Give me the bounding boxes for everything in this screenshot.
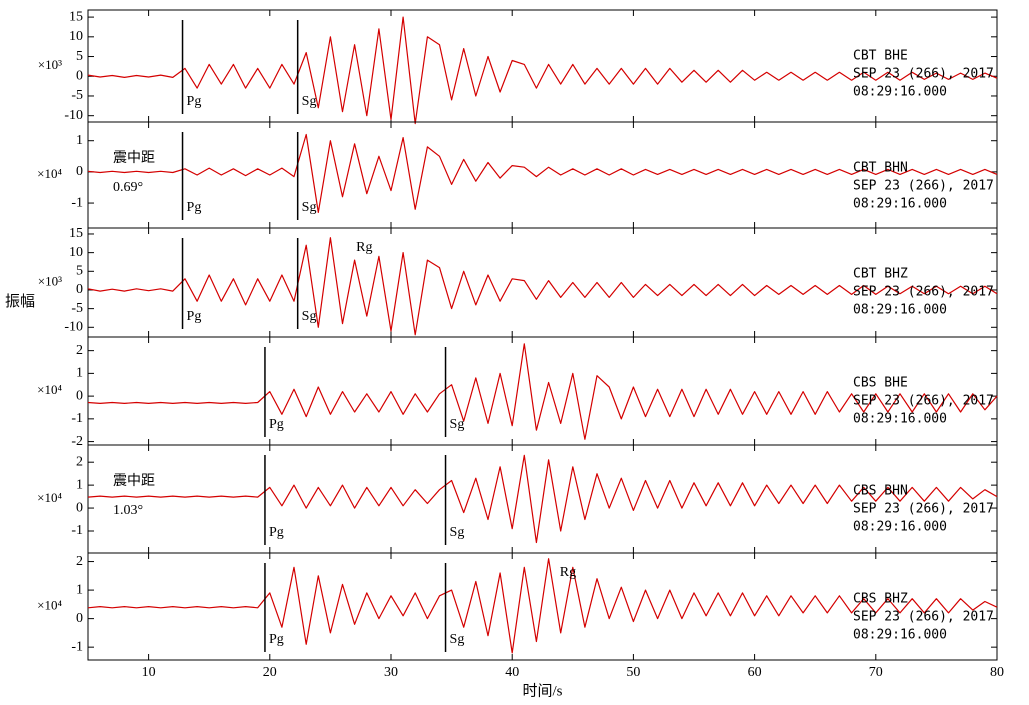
x-axis-label: 时间/s (522, 682, 562, 699)
phase-label: Sg (302, 309, 317, 324)
unit-label: ×10⁴ (37, 597, 62, 612)
station-date: SEP 23 (266), 2017 (853, 179, 994, 194)
y-tick-label: -10 (64, 108, 83, 123)
station-time: 08:29:16.000 (853, 412, 947, 427)
y-tick-label: 0 (76, 282, 83, 297)
phase-label: Pg (187, 200, 202, 215)
x-tick-label: 80 (990, 665, 1004, 680)
y-tick-label: 1 (76, 366, 83, 381)
y-tick-label: -1 (71, 195, 83, 210)
waveform (87, 237, 998, 336)
y-tick-label: 0 (76, 500, 83, 515)
unit-label: ×10⁴ (37, 166, 62, 181)
panel-frame (87, 552, 998, 661)
station-name: CBS BHE (853, 376, 908, 391)
station-date: SEP 23 (266), 2017 (853, 67, 994, 82)
y-tick-label: -5 (71, 301, 83, 316)
station-time: 08:29:16.000 (853, 520, 947, 535)
phase-annotation: Rg (560, 565, 576, 580)
station-time: 08:29:16.000 (853, 85, 947, 100)
y-tick-label: 0 (76, 388, 83, 403)
y-tick-label: -5 (71, 88, 83, 103)
y-tick-label: -10 (64, 320, 83, 335)
phase-label: Pg (269, 417, 284, 432)
x-tick-label: 20 (263, 665, 277, 680)
y-tick-label: 0 (76, 68, 83, 83)
station-date: SEP 23 (266), 2017 (853, 610, 994, 625)
distance-value: 0.69° (113, 180, 143, 195)
panel-frame (87, 336, 998, 446)
phase-label: Pg (269, 525, 284, 540)
y-tick-label: 0 (76, 611, 83, 626)
y-tick-label: 2 (76, 554, 83, 569)
y-tick-label: -1 (71, 523, 83, 538)
station-time: 08:29:16.000 (853, 303, 947, 318)
phase-label: Pg (187, 309, 202, 324)
x-tick-label: 30 (384, 665, 398, 680)
y-tick-label: -1 (71, 639, 83, 654)
phase-label: Pg (269, 632, 284, 647)
unit-label: ×10⁴ (37, 382, 62, 397)
y-tick-label: 5 (76, 264, 83, 279)
distance-label: 震中距 (113, 150, 155, 166)
station-name: CBS BHN (853, 484, 908, 499)
phase-label: Sg (302, 94, 317, 109)
unit-label: ×10³ (38, 273, 62, 288)
x-tick-label: 10 (142, 665, 156, 680)
y-tick-label: 0 (76, 164, 83, 179)
unit-label: ×10⁴ (37, 490, 62, 505)
unit-label: ×10³ (38, 57, 62, 72)
station-name: CBT BHZ (853, 267, 908, 282)
y-tick-label: 1 (76, 477, 83, 492)
y-tick-label: 1 (76, 133, 83, 148)
station-date: SEP 23 (266), 2017 (853, 285, 994, 300)
phase-label: Sg (450, 525, 465, 540)
x-tick-label: 40 (505, 665, 519, 680)
waveform (87, 133, 998, 213)
station-name: CBS BHZ (853, 592, 908, 607)
phase-annotation: Rg (356, 240, 372, 255)
waveform (87, 343, 998, 440)
station-time: 08:29:16.000 (853, 197, 947, 212)
phase-label: Sg (450, 417, 465, 432)
distance-value: 1.03° (113, 503, 143, 518)
waveform (87, 16, 998, 125)
y-tick-label: 15 (69, 226, 83, 241)
x-tick-label: 60 (748, 665, 762, 680)
station-time: 08:29:16.000 (853, 628, 947, 643)
y-axis-label: 振幅 (5, 293, 35, 310)
y-tick-label: 10 (69, 245, 83, 260)
y-tick-label: 2 (76, 454, 83, 469)
distance-label: 震中距 (113, 473, 155, 489)
y-tick-label: 15 (69, 9, 83, 24)
phase-label: Sg (302, 200, 317, 215)
y-tick-label: -2 (71, 434, 83, 449)
y-tick-label: 2 (76, 343, 83, 358)
y-tick-label: 5 (76, 49, 83, 64)
waveform (87, 454, 998, 544)
y-tick-label: -1 (71, 411, 83, 426)
station-date: SEP 23 (266), 2017 (853, 502, 994, 517)
x-tick-label: 70 (869, 665, 883, 680)
x-tick-label: 50 (626, 665, 640, 680)
station-name: CBT BHE (853, 49, 908, 64)
panel-frame (87, 227, 998, 338)
y-tick-label: 10 (69, 29, 83, 44)
phase-label: Pg (187, 94, 202, 109)
phase-label: Sg (450, 632, 465, 647)
y-tick-label: 1 (76, 582, 83, 597)
station-date: SEP 23 (266), 2017 (853, 394, 994, 409)
waveform (87, 558, 998, 654)
station-name: CBT BHN (853, 161, 908, 176)
